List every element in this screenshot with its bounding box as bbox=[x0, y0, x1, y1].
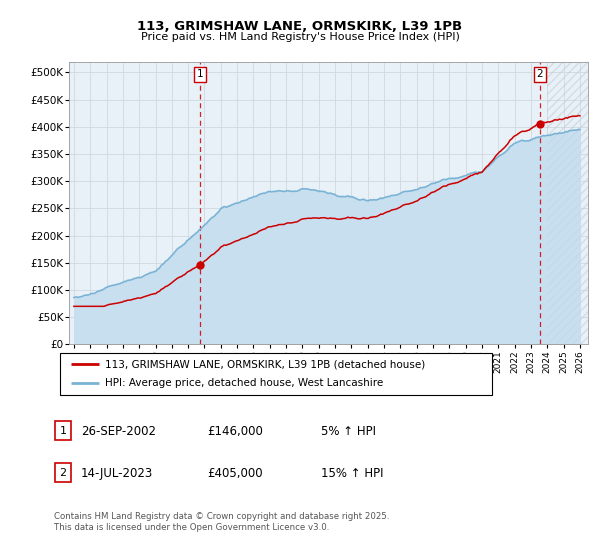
Text: HPI: Average price, detached house, West Lancashire: HPI: Average price, detached house, West… bbox=[106, 379, 383, 389]
Text: 14-JUL-2023: 14-JUL-2023 bbox=[81, 466, 153, 480]
Text: 2: 2 bbox=[536, 69, 543, 80]
Bar bbox=[547, 62, 588, 344]
Text: 113, GRIMSHAW LANE, ORMSKIRK, L39 1PB: 113, GRIMSHAW LANE, ORMSKIRK, L39 1PB bbox=[137, 20, 463, 32]
Text: 15% ↑ HPI: 15% ↑ HPI bbox=[321, 466, 383, 480]
Text: 2: 2 bbox=[59, 468, 67, 478]
Text: Price paid vs. HM Land Registry's House Price Index (HPI): Price paid vs. HM Land Registry's House … bbox=[140, 32, 460, 43]
Text: 26-SEP-2002: 26-SEP-2002 bbox=[81, 424, 156, 438]
Text: 113, GRIMSHAW LANE, ORMSKIRK, L39 1PB (detached house): 113, GRIMSHAW LANE, ORMSKIRK, L39 1PB (d… bbox=[106, 359, 425, 369]
Text: 5% ↑ HPI: 5% ↑ HPI bbox=[321, 424, 376, 438]
Text: £146,000: £146,000 bbox=[207, 424, 263, 438]
Text: Contains HM Land Registry data © Crown copyright and database right 2025.
This d: Contains HM Land Registry data © Crown c… bbox=[54, 512, 389, 532]
Text: 1: 1 bbox=[197, 69, 203, 80]
Text: £405,000: £405,000 bbox=[207, 466, 263, 480]
Text: 1: 1 bbox=[59, 426, 67, 436]
